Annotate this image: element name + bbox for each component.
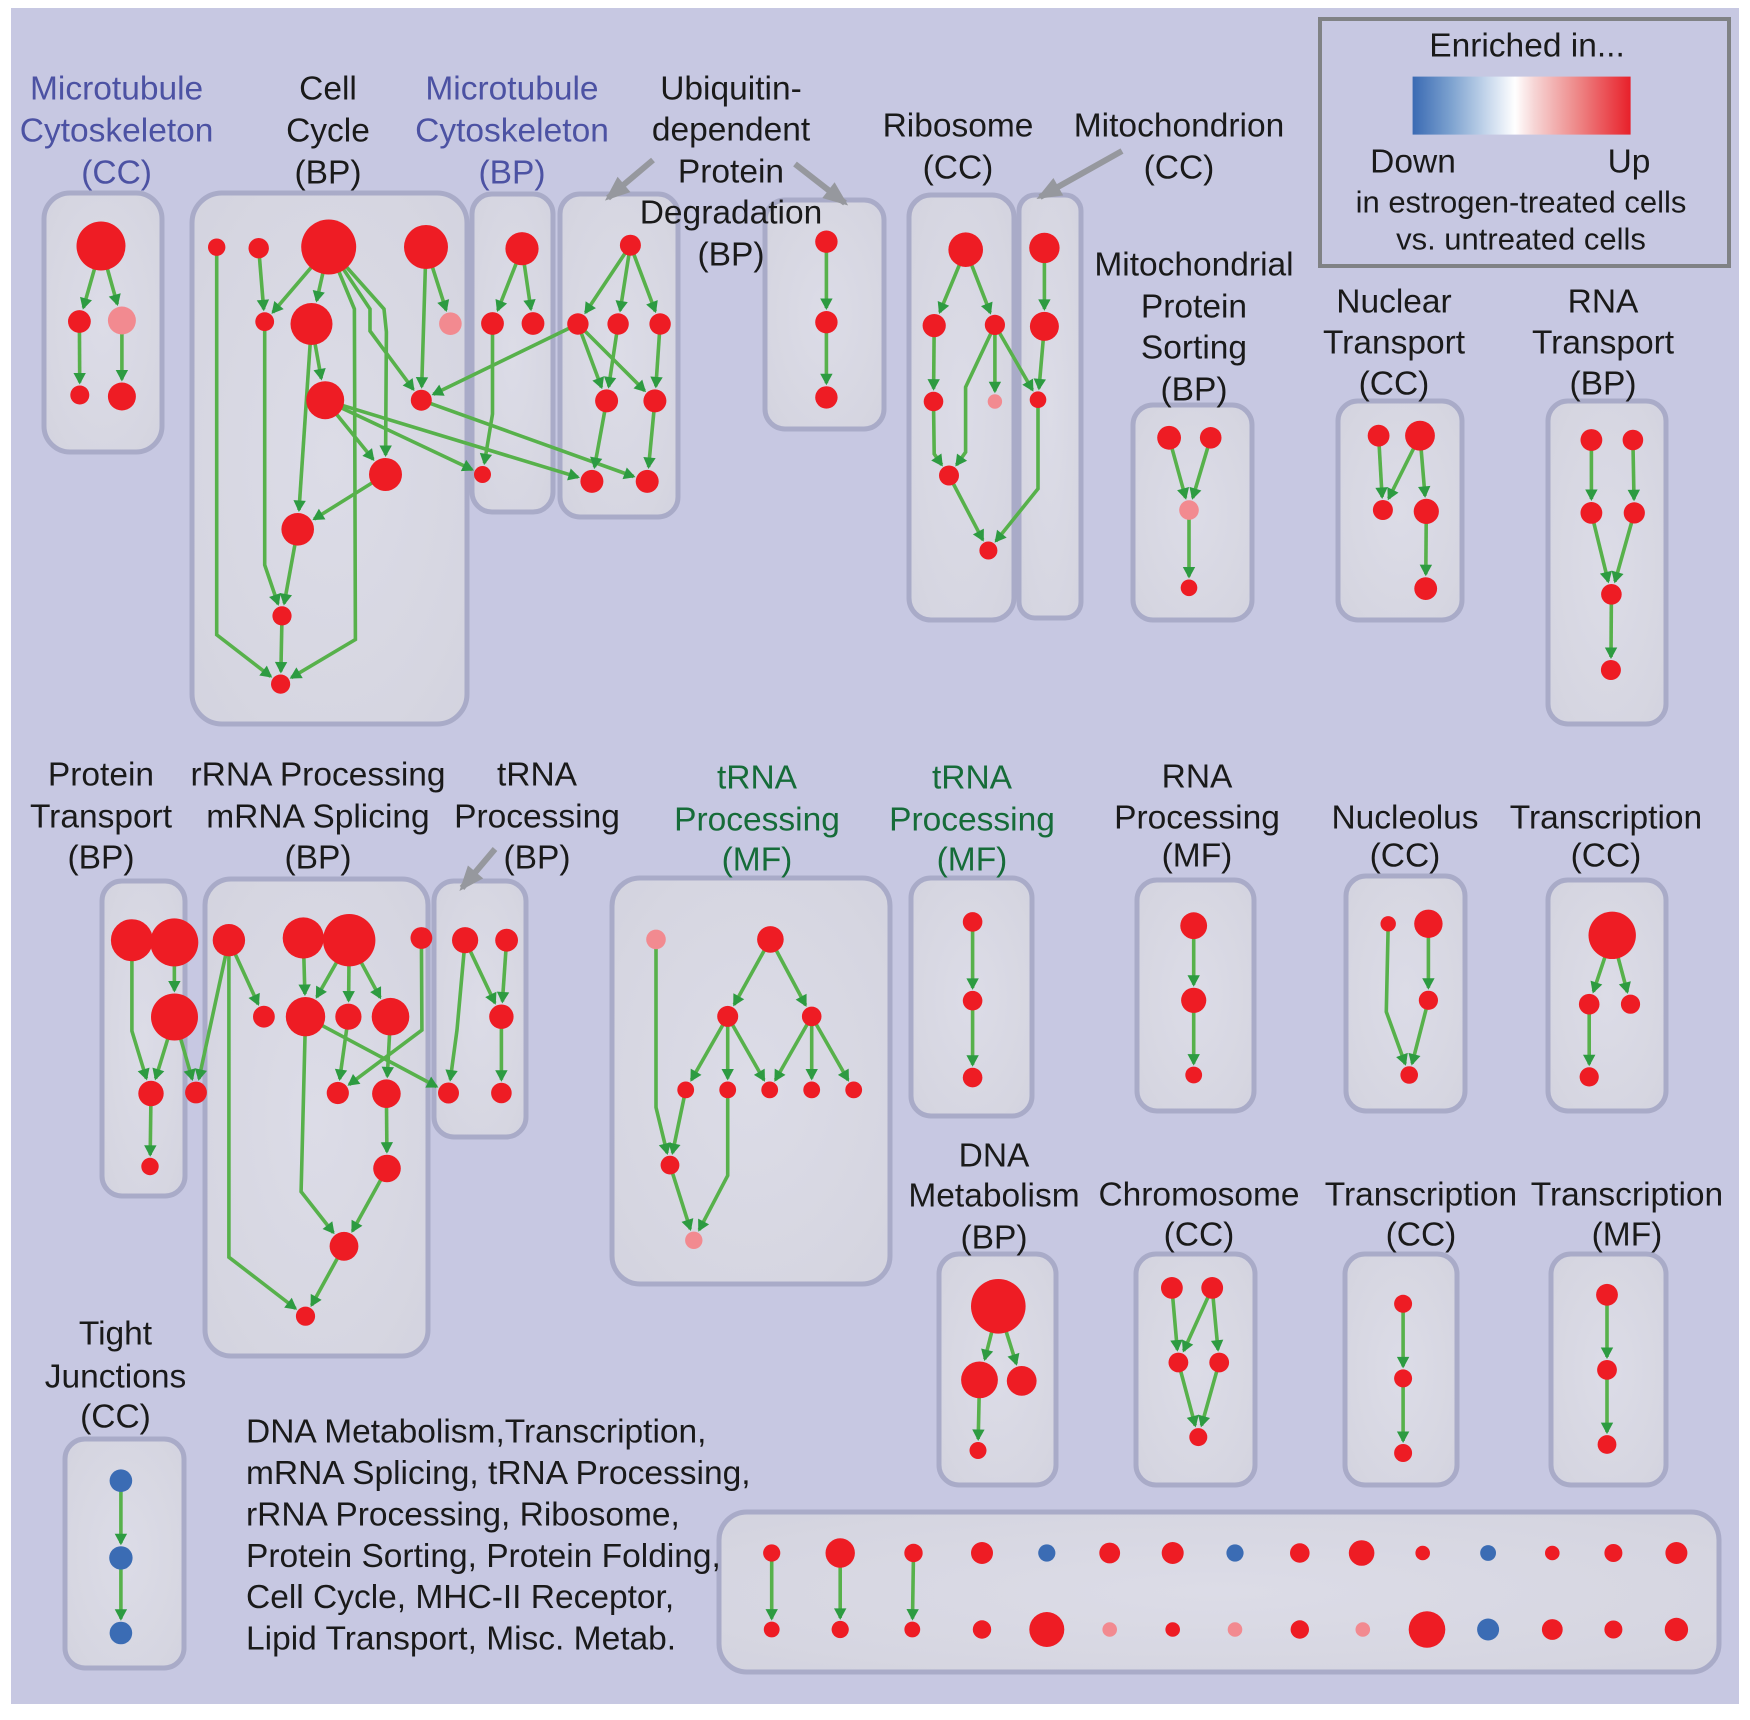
svg-text:Nuclear: Nuclear [1336, 284, 1451, 321]
svg-text:(BP): (BP) [479, 155, 546, 192]
svg-text:Transcription: Transcription [1325, 1177, 1517, 1214]
svg-text:DNA: DNA [959, 1138, 1030, 1175]
svg-text:Sorting: Sorting [1141, 330, 1247, 367]
svg-text:tRNA: tRNA [717, 760, 798, 797]
svg-text:Transcription: Transcription [1531, 1177, 1723, 1214]
svg-text:(CC): (CC) [1370, 838, 1441, 875]
svg-text:Cytoskeleton: Cytoskeleton [415, 113, 609, 150]
svg-text:(CC): (CC) [1144, 150, 1215, 187]
svg-text:(BP): (BP) [504, 840, 571, 877]
svg-text:Transport: Transport [1532, 325, 1675, 362]
svg-text:tRNA: tRNA [497, 757, 578, 794]
svg-text:(BP): (BP) [1570, 366, 1637, 403]
svg-text:Transport: Transport [1323, 325, 1466, 362]
svg-text:Cell Cycle, MHC-II Receptor,: Cell Cycle, MHC-II Receptor, [246, 1579, 674, 1616]
svg-text:Processing: Processing [889, 802, 1055, 839]
svg-text:Tight: Tight [79, 1316, 153, 1353]
svg-text:Protein: Protein [48, 757, 154, 794]
svg-text:(CC): (CC) [1164, 1217, 1235, 1254]
svg-text:Protein: Protein [678, 154, 784, 191]
svg-text:Microtubule: Microtubule [425, 71, 598, 108]
svg-text:Lipid Transport, Misc. Metab.: Lipid Transport, Misc. Metab. [246, 1621, 676, 1658]
svg-text:Mitochondrial: Mitochondrial [1094, 247, 1293, 284]
svg-text:Ribosome: Ribosome [883, 108, 1034, 145]
svg-text:(CC): (CC) [923, 150, 994, 187]
svg-text:Enriched in...: Enriched in... [1429, 28, 1625, 65]
svg-text:(BP): (BP) [1161, 372, 1228, 409]
svg-text:(CC): (CC) [1571, 838, 1642, 875]
svg-text:(CC): (CC) [81, 155, 152, 192]
svg-text:(BP): (BP) [961, 1220, 1028, 1257]
svg-text:mRNA Splicing: mRNA Splicing [206, 799, 429, 836]
svg-text:Up: Up [1608, 144, 1651, 181]
svg-text:(MF): (MF) [722, 842, 793, 879]
svg-text:DNA Metabolism,Transcription,: DNA Metabolism,Transcription, [246, 1414, 706, 1451]
svg-text:Down: Down [1370, 144, 1456, 181]
svg-text:Processing: Processing [1114, 800, 1280, 837]
svg-text:Cell: Cell [299, 71, 357, 108]
svg-text:vs. untreated cells: vs. untreated cells [1396, 222, 1646, 257]
svg-text:RNA: RNA [1568, 284, 1639, 321]
svg-text:(BP): (BP) [698, 237, 765, 274]
svg-text:Transcription: Transcription [1510, 800, 1702, 837]
svg-text:Metabolism: Metabolism [908, 1178, 1079, 1215]
svg-text:Ubiquitin-: Ubiquitin- [660, 71, 802, 108]
svg-text:Junctions: Junctions [45, 1359, 187, 1396]
svg-text:Protein: Protein [1141, 289, 1247, 326]
svg-text:Processing: Processing [674, 802, 840, 839]
svg-text:Processing: Processing [454, 799, 620, 836]
svg-text:rRNA Processing, Ribosome,: rRNA Processing, Ribosome, [246, 1496, 680, 1533]
svg-text:(MF): (MF) [937, 842, 1008, 879]
svg-text:(BP): (BP) [285, 840, 352, 877]
svg-text:Protein Sorting, Protein Foldi: Protein Sorting, Protein Folding, [246, 1538, 721, 1575]
svg-text:Microtubule: Microtubule [30, 71, 203, 108]
svg-text:Degradation: Degradation [640, 195, 823, 232]
svg-text:(BP): (BP) [68, 840, 135, 877]
svg-text:Chromosome: Chromosome [1098, 1177, 1299, 1214]
svg-text:(MF): (MF) [1592, 1217, 1663, 1254]
svg-text:dependent: dependent [652, 112, 811, 149]
svg-text:Nucleolus: Nucleolus [1331, 800, 1478, 837]
svg-text:tRNA: tRNA [932, 760, 1013, 797]
svg-text:Cytoskeleton: Cytoskeleton [20, 113, 214, 150]
svg-text:mRNA Splicing, tRNA Processing: mRNA Splicing, tRNA Processing, [246, 1455, 751, 1492]
svg-text:in estrogen-treated cells: in estrogen-treated cells [1356, 185, 1687, 220]
svg-text:(MF): (MF) [1162, 838, 1233, 875]
svg-text:(CC): (CC) [80, 1399, 151, 1436]
svg-text:RNA: RNA [1162, 759, 1233, 796]
svg-text:Cycle: Cycle [286, 113, 370, 150]
svg-text:(BP): (BP) [295, 155, 362, 192]
svg-text:(CC): (CC) [1359, 366, 1430, 403]
svg-text:(CC): (CC) [1386, 1217, 1457, 1254]
svg-text:rRNA Processing: rRNA Processing [190, 757, 445, 794]
svg-text:Transport: Transport [30, 799, 173, 836]
svg-text:Mitochondrion: Mitochondrion [1074, 108, 1284, 145]
